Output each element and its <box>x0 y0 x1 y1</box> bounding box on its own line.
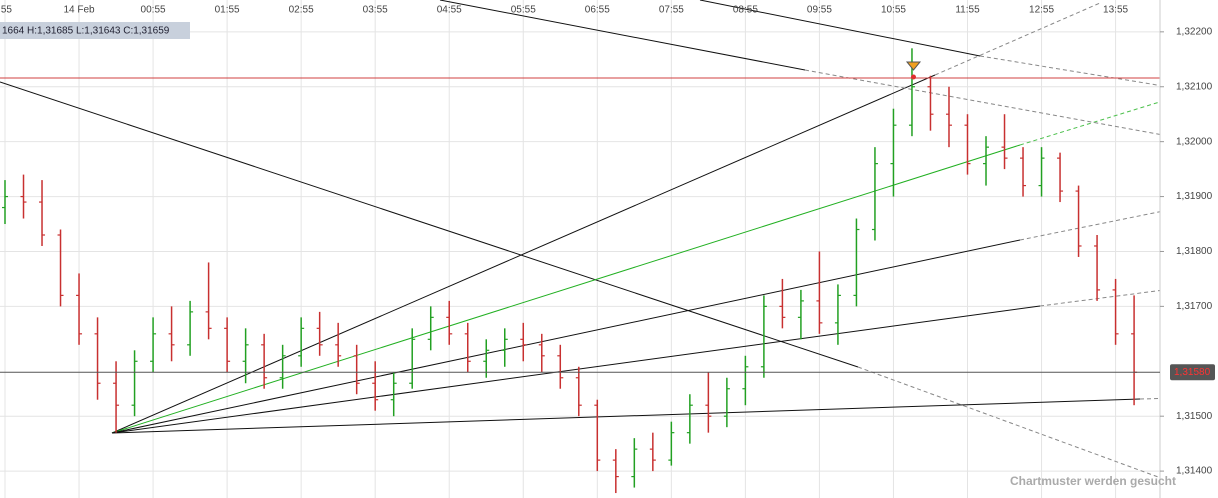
trend-line <box>934 2 1101 76</box>
trend-line <box>439 0 806 71</box>
y-tick-label: 1,31800 <box>1176 246 1213 257</box>
trend-line <box>111 74 936 434</box>
x-tick-label: 02:55 <box>289 5 314 16</box>
price-axis <box>1160 0 1218 498</box>
x-tick-label: 06:55 <box>585 5 610 16</box>
trend-lines <box>0 0 1218 486</box>
info-box <box>0 22 190 39</box>
x-tick-label: 03:55 <box>363 5 388 16</box>
signal-dot <box>911 74 916 80</box>
trend-line <box>857 366 1181 486</box>
y-tick-label: 1,31900 <box>1176 191 1213 202</box>
signal-marker <box>905 61 922 71</box>
x-tick-label: 07:55 <box>659 5 684 16</box>
x-tick-label: 04:55 <box>437 5 462 16</box>
x-tick-label: 05:55 <box>511 5 536 16</box>
x-tick-label: 13:55 <box>1103 5 1128 16</box>
current-price-label: 1,31580 <box>1174 367 1211 378</box>
trend-line <box>699 0 981 57</box>
x-tick-label: :55 <box>0 5 12 16</box>
x-tick-label: 11:55 <box>955 5 980 16</box>
trend-line <box>0 81 859 368</box>
x-tick-label: 12:55 <box>1029 5 1054 16</box>
x-tick-label: 08:55 <box>733 5 758 16</box>
x-tick-label: 01:55 <box>215 5 240 16</box>
trend-line <box>111 239 1021 434</box>
trend-line <box>111 144 1021 434</box>
y-tick-label: 1,32200 <box>1176 26 1213 37</box>
x-tick-label: 00:55 <box>141 5 166 16</box>
y-tick-label: 1,31700 <box>1176 301 1213 312</box>
x-tick-label: 10:55 <box>881 5 906 16</box>
trend-line <box>111 305 1041 434</box>
trend-line <box>979 55 1218 96</box>
y-tick-label: 1,31500 <box>1176 411 1213 422</box>
trend-line <box>111 398 1141 434</box>
bars <box>1 48 1138 494</box>
y-tick-label: 1,31400 <box>1176 466 1213 477</box>
y-tick-label: 1,32000 <box>1176 136 1213 147</box>
watermark: Chartmuster werden gesucht <box>1010 474 1176 488</box>
x-tick-label: 09:55 <box>807 5 832 16</box>
y-tick-label: 1,32100 <box>1176 81 1213 92</box>
ohlc-info: 1664 H:1,31685 L:1,31643 C:1,31659 <box>2 26 170 37</box>
x-tick-label: 14 Feb <box>63 5 95 16</box>
current-price-box <box>1170 364 1215 381</box>
